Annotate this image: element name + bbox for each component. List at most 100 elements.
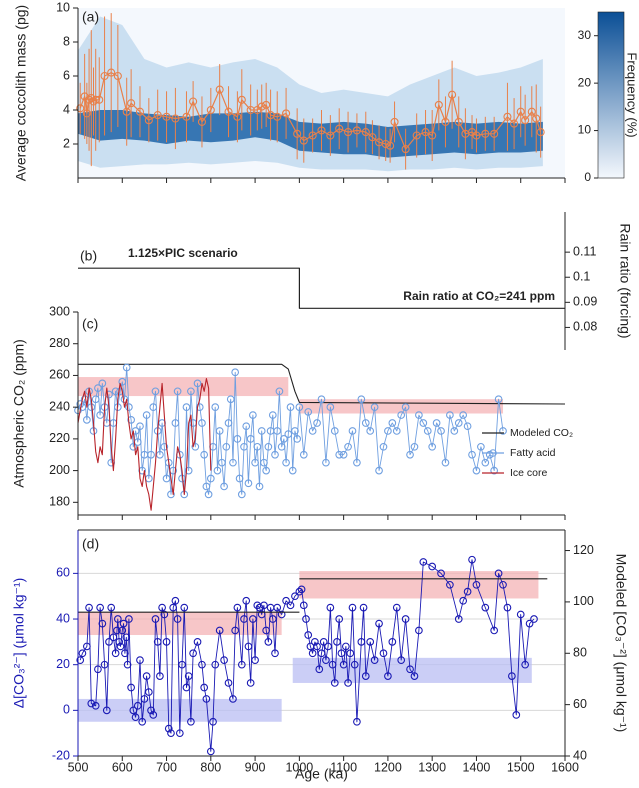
point	[324, 642, 332, 651]
point	[129, 706, 138, 715]
point	[257, 610, 266, 619]
point	[100, 660, 109, 669]
point	[472, 580, 481, 589]
point	[273, 603, 282, 612]
point	[308, 649, 317, 658]
point	[191, 442, 200, 451]
point	[366, 427, 375, 435]
point	[295, 403, 304, 412]
point	[235, 474, 244, 483]
point	[200, 683, 209, 692]
point	[206, 474, 215, 483]
point	[390, 117, 399, 126]
legend-label: Fatty acid	[510, 447, 556, 459]
point	[322, 656, 330, 664]
point	[344, 128, 353, 137]
point	[273, 112, 282, 121]
point	[454, 117, 463, 126]
point	[304, 631, 313, 639]
point	[149, 711, 158, 719]
legend-marker	[489, 449, 497, 457]
point	[317, 126, 326, 135]
point	[125, 403, 133, 412]
point	[122, 363, 131, 372]
point	[122, 633, 131, 642]
point	[220, 656, 228, 664]
point	[317, 649, 326, 658]
point	[335, 450, 344, 459]
point	[264, 638, 273, 646]
point	[352, 126, 361, 135]
x-tick-label: 1300	[418, 760, 446, 774]
point	[275, 387, 284, 396]
point	[249, 615, 257, 623]
x-tick-label: 900	[245, 760, 266, 774]
y-tick-label: 280	[49, 336, 70, 350]
point	[384, 427, 392, 435]
point	[229, 695, 237, 703]
point	[226, 395, 235, 404]
x-tick-label: 1200	[374, 760, 402, 774]
point	[162, 474, 171, 483]
point	[83, 642, 91, 651]
point	[160, 610, 169, 619]
point	[96, 603, 104, 612]
point	[280, 435, 288, 443]
x-tick-label: 1600	[551, 760, 579, 774]
point	[304, 408, 313, 416]
point	[107, 603, 116, 612]
point	[293, 435, 302, 443]
annotation: Rain ratio at CO₂=241 ppm	[403, 289, 555, 303]
y-tick-label: 240	[49, 399, 70, 413]
panel-label: (c)	[82, 316, 98, 332]
point	[182, 403, 191, 412]
series-line	[79, 72, 542, 150]
point	[326, 131, 335, 140]
y-tick-label: 10	[56, 0, 70, 14]
point	[333, 638, 341, 646]
point	[184, 466, 193, 475]
point	[512, 711, 521, 719]
point	[211, 403, 220, 412]
point	[204, 490, 213, 499]
point	[122, 107, 131, 116]
point	[167, 729, 175, 738]
point	[299, 601, 308, 610]
point	[313, 642, 321, 651]
point	[242, 422, 251, 431]
colorbar	[597, 11, 625, 179]
point	[428, 131, 437, 140]
point	[401, 615, 410, 623]
point	[91, 395, 100, 404]
point	[220, 482, 228, 491]
y-tick-label: 8	[63, 34, 70, 48]
axis-label: Δ[CO₃²⁻] (μmol kg⁻¹)	[11, 578, 27, 708]
point	[477, 442, 485, 451]
point	[530, 615, 538, 623]
point	[282, 109, 291, 118]
point	[131, 427, 140, 435]
point	[246, 435, 255, 443]
point	[446, 411, 454, 419]
panel-label: (a)	[82, 9, 99, 25]
axis-label: Rain ratio (forcing)	[617, 223, 633, 338]
point	[359, 603, 368, 612]
point	[286, 403, 295, 412]
point	[98, 379, 107, 388]
point	[133, 701, 142, 710]
point	[91, 701, 100, 710]
point	[392, 603, 401, 612]
point	[127, 99, 136, 108]
point	[115, 638, 124, 646]
panel-label: (b)	[80, 248, 97, 264]
point	[136, 656, 144, 664]
point	[264, 442, 273, 451]
point	[173, 387, 182, 396]
point	[85, 603, 93, 612]
point	[317, 395, 326, 404]
point	[434, 100, 443, 109]
point	[233, 603, 242, 612]
point	[516, 107, 525, 116]
point	[337, 649, 346, 658]
point	[102, 706, 111, 715]
